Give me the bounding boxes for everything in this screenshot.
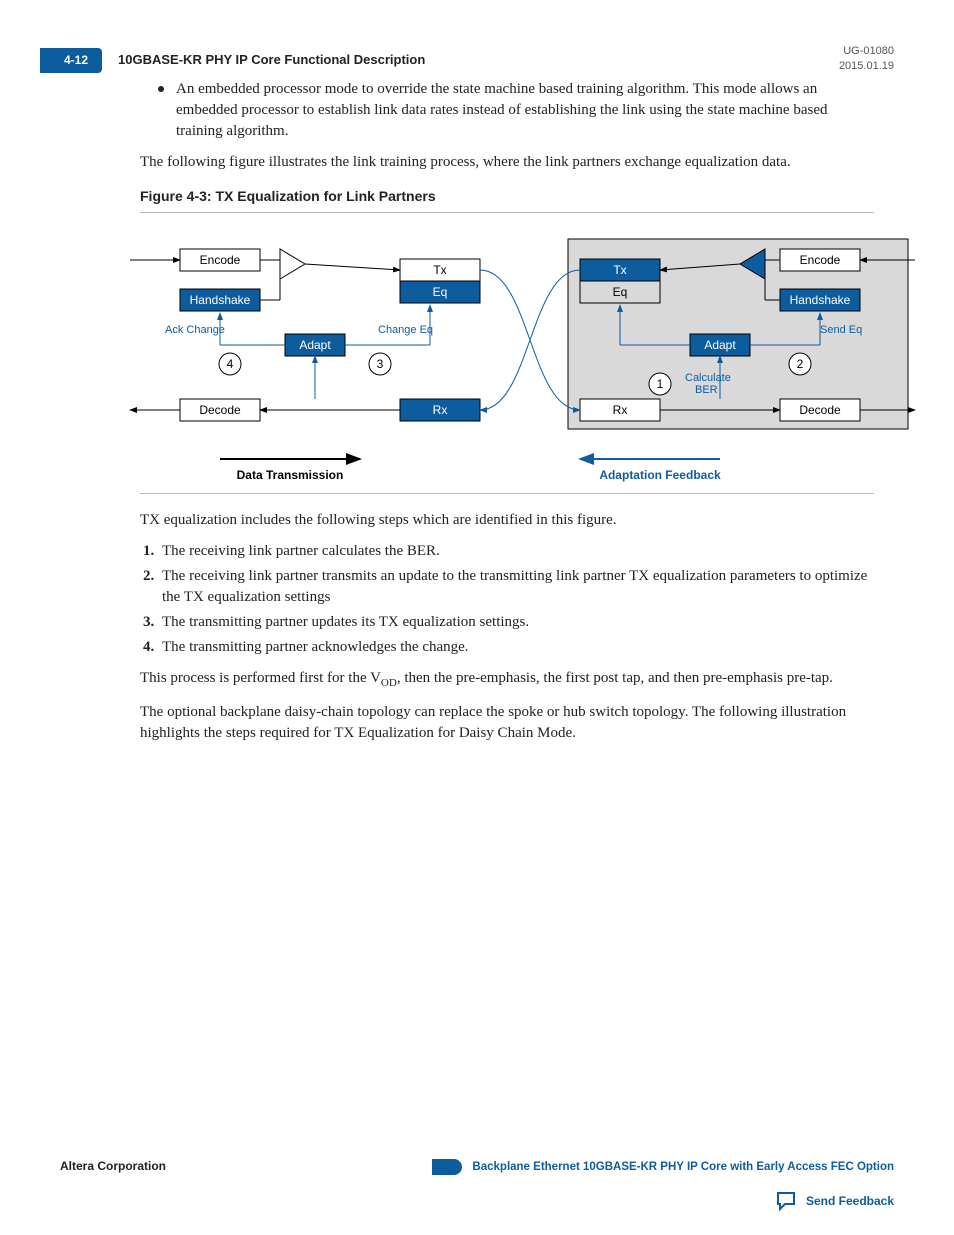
paragraph: TX equalization includes the following s… xyxy=(140,510,874,531)
svg-text:Eq: Eq xyxy=(613,285,628,299)
svg-text:Handshake: Handshake xyxy=(790,293,851,307)
send-feedback-link[interactable]: Send Feedback xyxy=(776,1191,894,1211)
page-footer: Altera Corporation Backplane Ethernet 10… xyxy=(60,1158,894,1175)
svg-text:Tx: Tx xyxy=(433,263,446,277)
bullet-text: An embedded processor mode to override t… xyxy=(176,79,874,142)
svg-text:Send Eq: Send Eq xyxy=(820,324,862,336)
svg-text:Calculate: Calculate xyxy=(685,372,731,384)
figure-rule-bottom xyxy=(140,493,874,494)
paragraph: The following figure illustrates the lin… xyxy=(140,152,874,173)
step-item: The receiving link partner calculates th… xyxy=(158,541,874,562)
footer-corporation: Altera Corporation xyxy=(60,1158,166,1175)
svg-text:Adaptation Feedback: Adaptation Feedback xyxy=(599,468,721,482)
steps-list: The receiving link partner calculates th… xyxy=(158,541,874,658)
svg-text:Handshake: Handshake xyxy=(190,293,251,307)
svg-text:4: 4 xyxy=(227,357,234,371)
footer-wing-icon xyxy=(432,1159,462,1175)
svg-text:BER: BER xyxy=(695,384,718,396)
header-meta-right: UG-01080 2015.01.19 xyxy=(839,44,894,75)
svg-text:Decode: Decode xyxy=(199,403,241,417)
step-item: The transmitting partner updates its TX … xyxy=(158,612,874,633)
svg-text:Decode: Decode xyxy=(799,403,841,417)
svg-text:Change Eq: Change Eq xyxy=(378,324,433,336)
figure-title: Figure 4-3: TX Equalization for Link Par… xyxy=(140,187,874,207)
footer-chapter-link[interactable]: Backplane Ethernet 10GBASE-KR PHY IP Cor… xyxy=(472,1159,894,1175)
doc-id: UG-01080 xyxy=(839,44,894,59)
bullet-dot-icon xyxy=(158,86,164,92)
svg-text:Adapt: Adapt xyxy=(704,338,736,352)
svg-text:3: 3 xyxy=(377,357,384,371)
comment-icon xyxy=(776,1191,798,1211)
page-number-chip: 4-12 xyxy=(40,48,102,73)
svg-text:Eq: Eq xyxy=(433,285,448,299)
svg-text:Encode: Encode xyxy=(200,253,241,267)
svg-text:Rx: Rx xyxy=(613,403,628,417)
header-meta-left: 4-12 10GBASE-KR PHY IP Core Functional D… xyxy=(60,48,894,73)
paragraph: The optional backplane daisy-chain topol… xyxy=(140,702,874,744)
svg-text:2: 2 xyxy=(797,357,804,371)
section-title: 10GBASE-KR PHY IP Core Functional Descri… xyxy=(118,51,425,69)
paragraph: This process is performed first for the … xyxy=(140,668,874,691)
figure-diagram: Encode Handshake Adapt Decode Tx Eq Rx 3… xyxy=(120,229,920,489)
svg-text:1: 1 xyxy=(657,377,664,391)
svg-text:Rx: Rx xyxy=(433,403,448,417)
svg-text:Ack Change: Ack Change xyxy=(165,324,225,336)
bullet-item: An embedded processor mode to override t… xyxy=(158,79,874,142)
step-item: The receiving link partner transmits an … xyxy=(158,566,874,608)
svg-text:Encode: Encode xyxy=(800,253,841,267)
doc-date: 2015.01.19 xyxy=(839,59,894,74)
svg-text:Data Transmission: Data Transmission xyxy=(237,468,344,482)
step-item: The transmitting partner acknowledges th… xyxy=(158,637,874,658)
svg-text:Tx: Tx xyxy=(613,263,626,277)
figure-rule-top xyxy=(140,212,874,213)
svg-text:Adapt: Adapt xyxy=(299,338,331,352)
